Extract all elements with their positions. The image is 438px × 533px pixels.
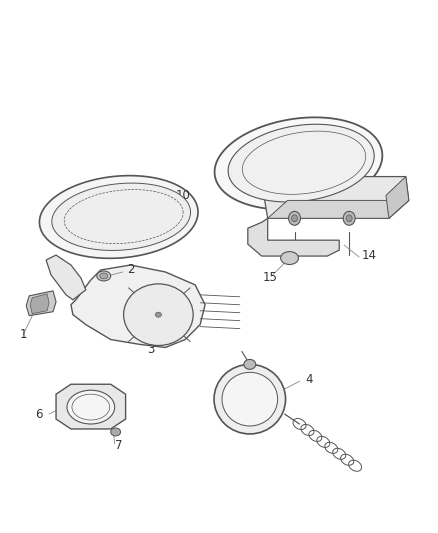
Text: 15: 15 xyxy=(262,271,277,285)
Polygon shape xyxy=(39,176,198,259)
Polygon shape xyxy=(215,117,382,209)
Polygon shape xyxy=(71,265,205,348)
Ellipse shape xyxy=(289,212,300,225)
Ellipse shape xyxy=(346,215,352,222)
Text: 4: 4 xyxy=(306,373,313,386)
Polygon shape xyxy=(56,384,126,429)
Text: 14: 14 xyxy=(361,248,377,262)
Text: 3: 3 xyxy=(147,343,154,356)
Text: 6: 6 xyxy=(35,408,43,421)
Ellipse shape xyxy=(155,312,161,317)
Ellipse shape xyxy=(67,390,115,424)
Ellipse shape xyxy=(97,271,111,281)
Polygon shape xyxy=(30,294,49,314)
Text: 1: 1 xyxy=(20,328,27,341)
Ellipse shape xyxy=(281,252,298,264)
Polygon shape xyxy=(386,176,409,219)
Polygon shape xyxy=(52,183,191,251)
Text: 10: 10 xyxy=(176,189,191,202)
Polygon shape xyxy=(46,255,86,300)
Ellipse shape xyxy=(222,373,278,426)
Ellipse shape xyxy=(111,428,120,436)
Text: 2: 2 xyxy=(127,263,134,277)
Ellipse shape xyxy=(292,215,297,222)
Text: 7: 7 xyxy=(115,439,122,453)
Ellipse shape xyxy=(100,273,108,279)
Ellipse shape xyxy=(214,365,286,434)
Polygon shape xyxy=(228,124,374,202)
Ellipse shape xyxy=(244,359,256,369)
Polygon shape xyxy=(265,176,409,219)
Polygon shape xyxy=(248,219,339,256)
Ellipse shape xyxy=(124,284,193,345)
Ellipse shape xyxy=(343,212,355,225)
Polygon shape xyxy=(26,291,56,316)
Polygon shape xyxy=(268,200,409,219)
